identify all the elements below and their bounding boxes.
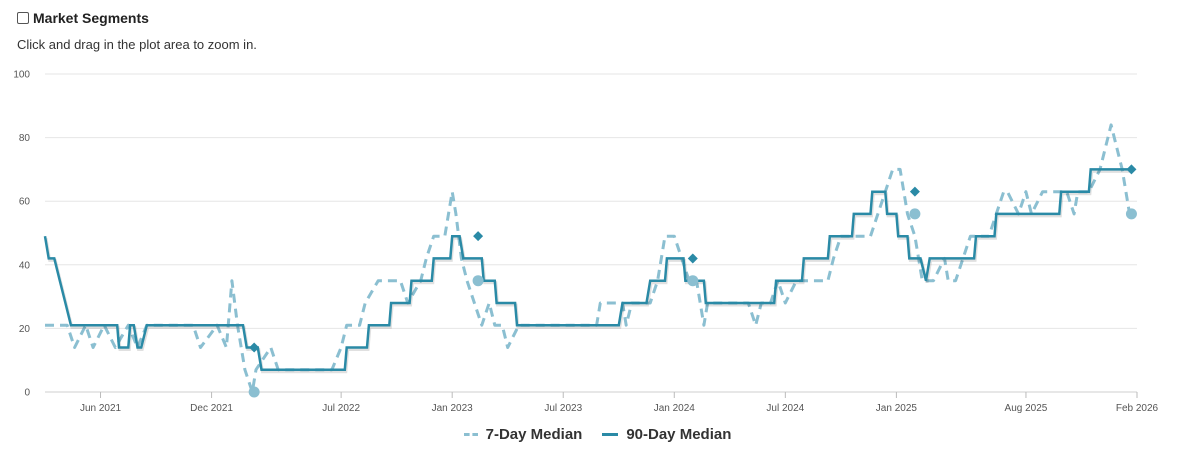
legend-item-7-day[interactable]: 7-Day Median: [463, 426, 583, 443]
marker-90-day-1: [473, 231, 484, 242]
marker-90-day-2: [687, 253, 698, 264]
x-tick-label-4: Jul 2023: [544, 403, 582, 414]
x-tick-label-7: Jan 2025: [876, 403, 918, 414]
marker-7-day-1: [472, 275, 484, 287]
x-tick-label-5: Jan 2024: [654, 403, 696, 414]
marker-7-day-2: [687, 275, 699, 287]
legend-label-90-day: 90-Day Median: [626, 426, 732, 443]
legend-swatch-solid: [602, 433, 619, 436]
y-tick-label-80: 80: [19, 133, 31, 144]
legend-label-7-day: 7-Day Median: [485, 426, 583, 443]
x-tick-label-8: Aug 2025: [1005, 403, 1048, 414]
y-tick-label-40: 40: [19, 260, 31, 271]
x-tick-label-3: Jan 2023: [432, 403, 474, 414]
chart-header: Market Segments: [17, 10, 149, 26]
y-tick-label-100: 100: [13, 70, 30, 81]
chart-title: Market Segments: [33, 10, 149, 26]
marker-90-day-0: [249, 342, 260, 353]
x-tick-label-1: Dec 2021: [190, 403, 233, 414]
marker-90-day-3: [909, 186, 920, 197]
y-tick-label-20: 20: [19, 324, 31, 335]
series-line-90-day-median: [43, 168, 1130, 371]
legend-item-90-day[interactable]: 90-Day Median: [602, 426, 731, 443]
x-tick-label-0: Jun 2021: [80, 403, 122, 414]
x-tick-label-2: Jul 2022: [322, 403, 360, 414]
chart-legend: 7-Day Median 90-Day Median: [0, 426, 1195, 443]
marker-7-day-0: [248, 386, 260, 398]
line-chart[interactable]: 0 20 40 60 80 100 Jun 2021 Dec 2021 Jul 2022 Jan …: [0, 0, 1195, 420]
market-segments-checkbox[interactable]: [17, 12, 29, 24]
zoom-hint: Click and drag in the plot area to zoom …: [17, 37, 257, 52]
legend-swatch-dashed: [463, 433, 478, 436]
marker-90-day-4: [1126, 164, 1137, 175]
x-tick-label-9: Feb 2026: [1116, 403, 1159, 414]
marker-7-day-3: [909, 208, 921, 220]
y-tick-label-60: 60: [19, 197, 31, 208]
x-tick-label-6: Jul 2024: [766, 403, 804, 414]
marker-7-day-4: [1125, 208, 1137, 220]
y-tick-label-0: 0: [24, 388, 30, 399]
